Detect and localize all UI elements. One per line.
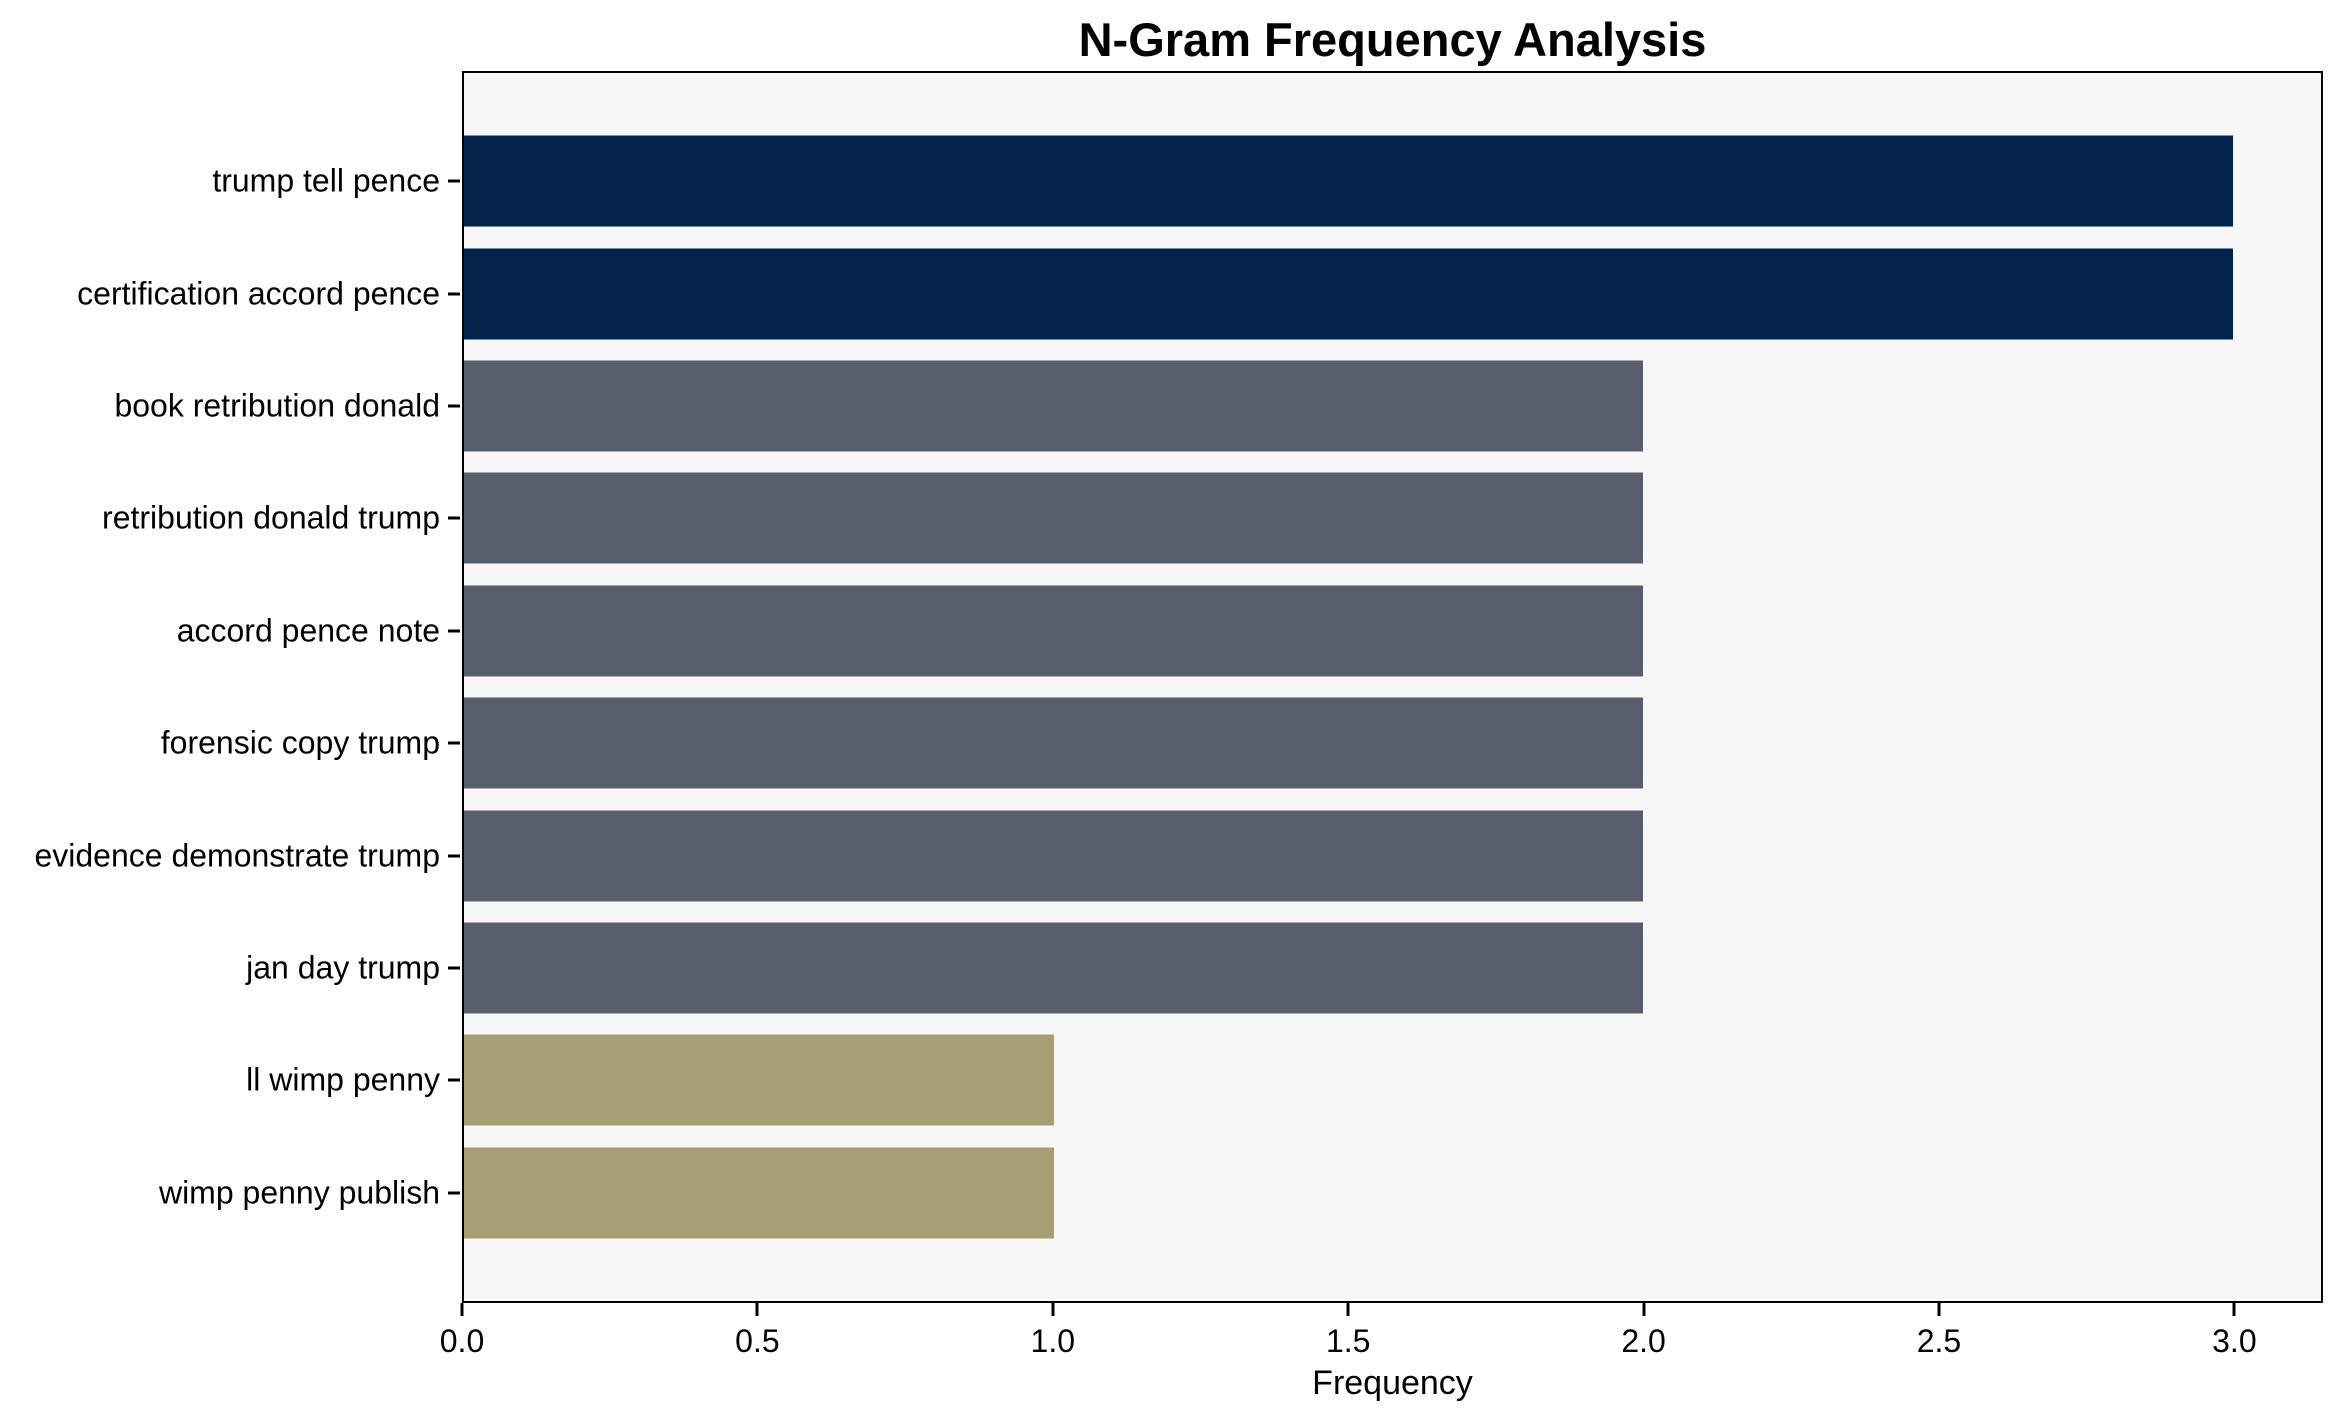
bar-row: jan day trump <box>246 912 2321 1024</box>
x-tick-label: 2.0 <box>1621 1323 1666 1359</box>
y-axis-category-label: wimp penny publish <box>158 1174 440 1211</box>
bar <box>464 922 1644 1014</box>
bar <box>464 1147 1054 1239</box>
bars-container: trump tell pence certification accord pen… <box>34 73 2321 1301</box>
bar <box>464 248 2233 340</box>
y-tick-mark <box>448 179 460 183</box>
bar-row: trump tell pence <box>212 125 2321 237</box>
x-tick-label: 1.5 <box>1325 1323 1371 1359</box>
y-tick-mark <box>448 629 460 633</box>
bar <box>464 810 1644 902</box>
x-tick-mark <box>1346 1303 1350 1316</box>
bar <box>464 135 2233 227</box>
x-tick-label: 0.5 <box>735 1323 780 1359</box>
x-tick-label: 1.0 <box>1030 1323 1076 1359</box>
bar-row: evidence demonstrate trump <box>34 799 2321 911</box>
bar <box>464 1034 1054 1126</box>
y-tick-mark <box>448 854 460 858</box>
bar-row: retribution donald trump <box>102 462 2321 574</box>
x-tick-mark <box>2232 1303 2236 1316</box>
y-axis-category-label: jan day trump <box>246 949 440 986</box>
chart-title: N-Gram Frequency Analysis <box>1078 13 1707 66</box>
x-tick-mark <box>755 1303 759 1316</box>
y-axis-category-label: certification accord pence <box>77 275 440 312</box>
bar-row: accord pence note <box>177 575 2321 687</box>
y-tick-mark <box>448 1078 460 1082</box>
y-axis-category-label: book retribution donald <box>114 387 440 424</box>
y-tick-mark <box>448 516 460 520</box>
x-tick-mark <box>1051 1303 1055 1316</box>
y-axis-category-label: trump tell pence <box>212 162 440 199</box>
x-tick-mark <box>1937 1303 1941 1316</box>
x-tick-label: 2.5 <box>1916 1323 1962 1359</box>
y-axis-category-label: accord pence note <box>176 612 440 649</box>
bar-row: ll wimp penny <box>246 1024 2321 1136</box>
bar <box>464 360 1644 452</box>
y-tick-mark <box>448 966 460 970</box>
x-axis: 0.0 0.5 1.0 1.5 2.0 2.5 3.0 <box>440 1303 2323 1373</box>
bar <box>464 472 1644 564</box>
y-axis-category-label: ll wimp penny <box>246 1061 440 1098</box>
y-axis-category-label: forensic copy trump <box>160 724 440 761</box>
y-tick-mark <box>448 404 460 408</box>
y-tick-mark <box>448 741 460 745</box>
x-tick-label: 0.0 <box>439 1323 485 1359</box>
x-tick-mark <box>1642 1303 1646 1316</box>
bar <box>464 585 1644 677</box>
bar-row: wimp penny publish <box>159 1137 2321 1249</box>
y-axis-category-label: evidence demonstrate trump <box>34 837 440 874</box>
y-tick-mark <box>448 1191 460 1195</box>
y-axis-category-label: retribution donald trump <box>102 499 440 536</box>
bar-row: book retribution donald <box>114 350 2321 462</box>
x-axis-title: Frequency <box>1312 1364 1473 1402</box>
y-tick-mark <box>448 292 460 296</box>
x-tick-label: 3.0 <box>2212 1323 2257 1359</box>
bar <box>464 697 1644 789</box>
plot-area: trump tell pence certification accord pen… <box>34 71 2323 1303</box>
x-tick-mark <box>460 1303 464 1316</box>
bar-row: forensic copy trump <box>161 687 2321 799</box>
bar-row: certification accord pence <box>77 237 2321 349</box>
